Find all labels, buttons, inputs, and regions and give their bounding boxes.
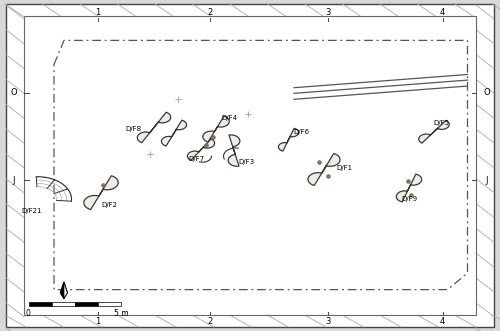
Text: O: O <box>483 88 490 97</box>
Text: O: O <box>10 88 17 97</box>
Text: 1: 1 <box>95 8 100 17</box>
Text: D/F21: D/F21 <box>21 208 42 214</box>
Text: D/F8: D/F8 <box>126 126 142 132</box>
Text: 3: 3 <box>325 8 330 17</box>
Bar <box>75 302 98 306</box>
Polygon shape <box>162 120 186 146</box>
Text: J: J <box>485 176 488 185</box>
Polygon shape <box>278 128 298 151</box>
Polygon shape <box>203 116 229 142</box>
Text: D/F6: D/F6 <box>294 129 310 135</box>
Text: D/F4: D/F4 <box>221 115 237 121</box>
Polygon shape <box>138 112 170 143</box>
Text: D/F5: D/F5 <box>433 120 449 126</box>
Text: 5 m: 5 m <box>114 309 128 318</box>
Polygon shape <box>419 120 449 143</box>
Text: D/F3: D/F3 <box>238 159 254 165</box>
Bar <box>52 302 75 306</box>
Polygon shape <box>64 282 68 299</box>
Text: 3: 3 <box>325 316 330 326</box>
Text: 4: 4 <box>440 316 445 326</box>
Text: J: J <box>12 176 15 185</box>
Polygon shape <box>308 154 340 185</box>
Text: 4: 4 <box>440 8 445 17</box>
Polygon shape <box>396 174 421 202</box>
Text: D/F9: D/F9 <box>401 196 417 202</box>
Polygon shape <box>60 282 64 299</box>
Text: 1: 1 <box>95 316 100 326</box>
Text: 0: 0 <box>26 309 30 318</box>
Text: 2: 2 <box>208 316 212 326</box>
Text: 2: 2 <box>208 8 212 17</box>
Bar <box>98 302 121 306</box>
Text: D/F2: D/F2 <box>101 202 117 208</box>
Text: D/F7: D/F7 <box>188 156 204 162</box>
Bar <box>29 302 52 306</box>
Text: D/F1: D/F1 <box>336 165 352 171</box>
Polygon shape <box>228 135 240 166</box>
Polygon shape <box>188 139 214 160</box>
Polygon shape <box>84 176 118 210</box>
